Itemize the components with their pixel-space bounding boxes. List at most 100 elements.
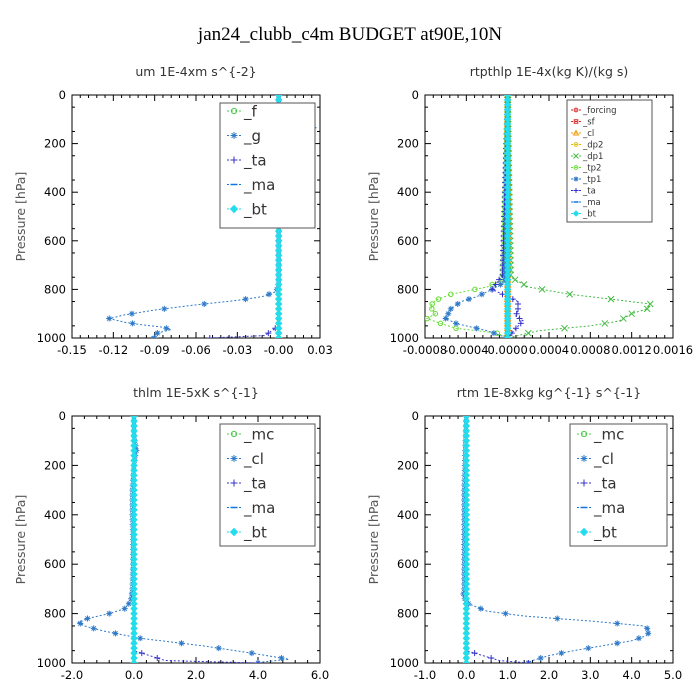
data-point [125,600,132,607]
x-tick-label: 4.0 [623,668,641,682]
legend-marker [573,188,579,193]
data-point [137,635,144,642]
legend-marker [573,153,579,159]
panel-title: thlm 1E-5xK s^{-1} [133,385,259,400]
data-point [554,615,561,622]
legend-marker [572,129,580,136]
data-point [201,300,208,307]
y-tick-label: 400 [397,185,419,199]
panel-1: um 1E-4xm s^{-2} Pressure [hPa] -0.15 -0.12… [13,64,333,357]
legend-label: _f [243,102,258,121]
data-point [496,276,503,283]
x-tick-label: 2.0 [540,668,558,682]
data-point [517,320,524,327]
x-tick-label: 0.03 [307,343,333,357]
y-tick-label: 800 [44,282,66,296]
y-tick-label: 1000 [390,331,419,345]
data-point [646,300,654,308]
plot-area [77,416,290,663]
data-point [635,635,642,642]
legend: _mc _cl _ta _ma _bt [569,423,668,547]
series-tp1 [442,95,511,338]
data-point [492,281,499,288]
legend-label: _mc [593,425,624,444]
data-point [278,655,285,662]
data-point [432,310,439,317]
data-point [154,655,161,662]
y-tick-label: 1000 [390,656,419,670]
data-point [515,305,521,312]
data-point [614,620,621,627]
y-axis-label: Pressure [hPa] [366,172,381,262]
legend-marker [573,165,579,170]
data-point [620,315,627,322]
legend-marker [230,430,238,438]
legend-label: _sf [582,117,596,127]
panel-title: um 1E-4xm s^{-2} [135,64,256,79]
data-point [453,320,459,327]
data-point [112,630,119,637]
panel-2: rtpthlp 1E-4x(kg K)/(kg s) Pressure [hPa]… [366,64,693,357]
panel-4: rtm 1E-8xkg kg^{-1} s^{-1} Pressure [hPa]… [366,385,682,682]
data-point [558,650,565,657]
data-point [248,650,255,657]
data-point [472,286,478,293]
x-tick-label: -1.0 [414,668,436,682]
x-tick-label: -0.03 [222,343,252,357]
legend: _mc _cl _ta _ma _bt [219,423,316,547]
x-tick-label: -0.15 [57,343,87,357]
data-point [512,325,519,332]
y-tick-label: 800 [397,607,419,621]
data-point [266,291,273,298]
x-tick-label: -0.00 [264,343,294,357]
x-tick-label: -2.0 [61,668,83,682]
y-tick-label: 200 [397,137,419,151]
legend-label: _ta [582,186,596,196]
data-point [130,659,138,663]
data-point [502,610,509,617]
legend-marker [572,210,580,217]
legend-label: _bt [243,523,267,542]
data-point [163,325,170,332]
data-point [151,335,158,338]
legend-label: _ma [593,499,625,518]
data-point [628,310,636,318]
legend-label: _cl [582,129,594,139]
data-point [90,625,97,632]
y-tick-label: 0 [59,409,66,423]
data-point [138,650,145,657]
data-point [445,310,452,317]
series-bt [130,416,138,663]
y-tick-label: 1000 [37,331,66,345]
legend-marker [579,527,589,537]
data-point [106,315,113,322]
data-point [477,605,484,612]
y-axis-label: Pressure [hPa] [366,495,381,585]
plot-area [460,416,652,663]
legend-marker [229,204,239,214]
legend-label: _cl [593,450,614,469]
x-tick-label: -0.12 [98,343,128,357]
legend-marker [230,107,238,115]
data-point [437,320,444,327]
legend-box [566,99,653,223]
data-point [255,660,261,663]
legend-label: _dp2 [582,140,603,150]
legend-label: _tp1 [582,175,601,185]
legend-marker [229,527,239,537]
legend-marker [230,156,238,164]
data-point [471,650,478,657]
x-tick-label: 0.0000 [488,343,528,357]
legend-marker [573,107,579,113]
legend-label: _dp1 [582,152,603,162]
y-tick-label: 600 [397,234,419,248]
y-tick-label: 0 [412,409,419,423]
data-point [566,290,574,298]
data-point [454,300,461,307]
data-point [265,330,272,337]
legend-label: _bt [243,200,267,219]
y-tick-label: 400 [397,508,419,522]
legend-label: _ma [243,499,275,518]
data-point [490,330,497,337]
data-point [121,605,128,612]
